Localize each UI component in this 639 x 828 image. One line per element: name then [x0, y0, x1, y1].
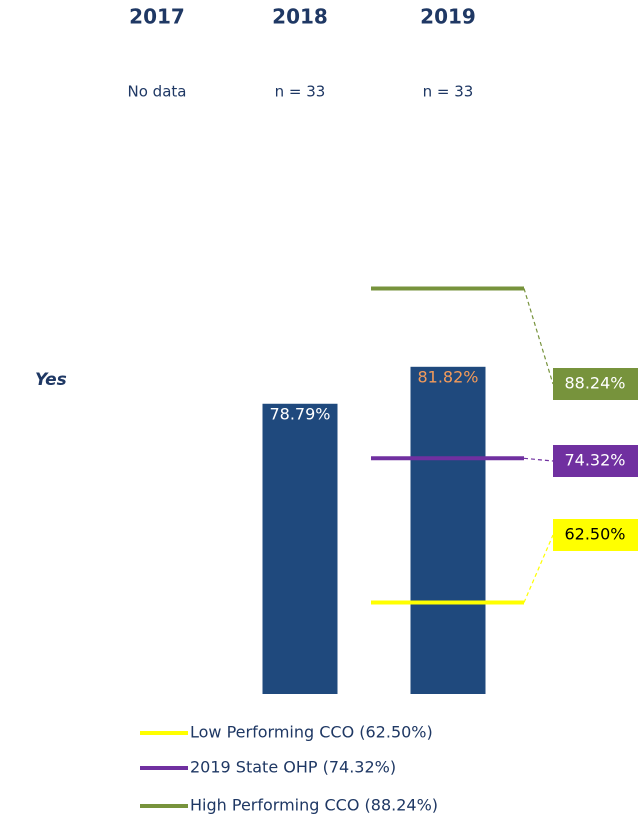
row-label: Yes — [35, 370, 67, 390]
column-header: 2017 — [129, 5, 185, 29]
reference-box — [553, 368, 638, 400]
connector — [523, 534, 554, 603]
legend-label: Low Performing CCO (62.50%) — [190, 723, 433, 742]
legend-label: 2019 State OHP (74.32%) — [190, 758, 396, 777]
legend-label: High Performing CCO (88.24%) — [190, 796, 438, 815]
column-header: 2019 — [420, 5, 476, 29]
reference-box — [553, 519, 638, 551]
bar — [262, 403, 338, 694]
reference-label: 88.24% — [564, 374, 625, 393]
connector — [523, 457, 554, 462]
sample-note: No data — [128, 83, 187, 101]
reference-label: 74.32% — [564, 451, 625, 470]
column-header: 2018 — [272, 5, 328, 29]
bar — [410, 366, 486, 694]
connector — [523, 288, 554, 385]
value-label: 78.79% — [269, 404, 330, 423]
reference-box — [553, 445, 638, 477]
sample-note: n = 33 — [423, 83, 474, 101]
sample-note: n = 33 — [275, 83, 326, 101]
reference-label: 62.50% — [564, 525, 625, 544]
value-label: 81.82% — [417, 367, 478, 386]
